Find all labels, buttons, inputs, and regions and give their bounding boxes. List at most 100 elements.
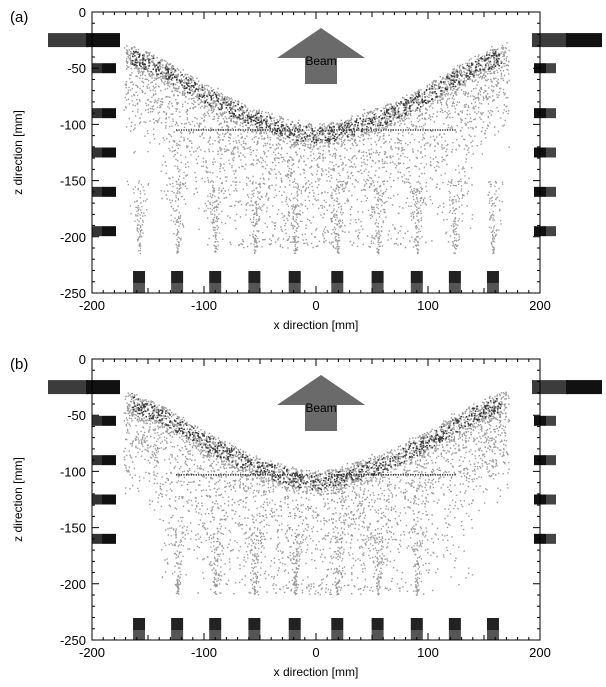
bottom-marker bbox=[448, 271, 461, 283]
bottom-marker bbox=[171, 618, 184, 630]
beam-label: Beam bbox=[305, 54, 336, 68]
right-marker bbox=[546, 147, 556, 158]
right-marker bbox=[546, 226, 556, 237]
scatter-cloud bbox=[123, 42, 510, 255]
bottom-marker bbox=[171, 283, 184, 293]
bottom-marker bbox=[209, 618, 222, 630]
scatter-cloud bbox=[123, 391, 510, 596]
top-left-bar bbox=[86, 33, 120, 48]
bottom-marker bbox=[209, 271, 222, 283]
left-marker bbox=[102, 455, 116, 466]
beam-arrow: Beam bbox=[277, 28, 365, 84]
y-tick-label: -150 bbox=[60, 174, 86, 189]
left-marker bbox=[102, 494, 116, 505]
bottom-marker bbox=[171, 271, 184, 283]
beam-arrow-icon bbox=[277, 375, 365, 431]
bottom-marker bbox=[371, 271, 384, 283]
x-axis-label: x direction [mm] bbox=[274, 665, 359, 679]
bottom-marker bbox=[133, 618, 146, 630]
y-tick-label: -200 bbox=[60, 230, 86, 245]
y-tick-label: -150 bbox=[60, 521, 86, 536]
beam-arrow-icon bbox=[277, 28, 365, 84]
x-tick-label: 0 bbox=[312, 298, 319, 313]
tick-marks bbox=[91, 11, 541, 294]
bottom-marker bbox=[486, 630, 499, 640]
right-marker bbox=[546, 186, 556, 197]
left-marker bbox=[102, 147, 116, 158]
bottom-marker bbox=[410, 630, 423, 640]
scatter-points-dense bbox=[131, 50, 503, 144]
right-marker bbox=[546, 494, 556, 505]
left-marker bbox=[102, 108, 116, 119]
right-marker bbox=[546, 533, 556, 544]
bottom-marker bbox=[209, 283, 222, 293]
bottom-marker bbox=[410, 618, 423, 630]
left-marker bbox=[92, 455, 102, 466]
x-tick-label: -200 bbox=[79, 645, 105, 660]
top-left-bar bbox=[48, 380, 88, 395]
x-tick-label: 100 bbox=[417, 298, 439, 313]
left-marker bbox=[92, 108, 102, 119]
left-marker bbox=[102, 186, 116, 197]
bottom-marker bbox=[248, 271, 261, 283]
left-marker bbox=[92, 415, 102, 426]
left-marker bbox=[92, 533, 102, 544]
bottom-marker bbox=[171, 630, 184, 640]
y-tick-label: -250 bbox=[60, 286, 86, 301]
bottom-marker bbox=[133, 271, 146, 283]
detector-markers bbox=[48, 380, 602, 640]
bottom-marker bbox=[448, 630, 461, 640]
y-tick-label: -50 bbox=[67, 61, 86, 76]
bottom-marker bbox=[248, 618, 261, 630]
bottom-marker bbox=[486, 618, 499, 630]
bottom-marker bbox=[133, 630, 146, 640]
right-marker bbox=[546, 455, 556, 466]
y-tick-label: -250 bbox=[60, 633, 86, 648]
tick-marks bbox=[91, 358, 541, 641]
y-tick-label: 0 bbox=[79, 5, 86, 20]
bottom-marker bbox=[371, 630, 384, 640]
left-marker bbox=[102, 226, 116, 237]
left-marker bbox=[102, 63, 116, 74]
left-marker bbox=[92, 494, 102, 505]
x-axis-label: x direction [mm] bbox=[274, 318, 359, 332]
panel-label: (b) bbox=[10, 356, 28, 373]
panel-a: (a) Beam -200 -100 0 100 200 0 -50 -100 -150 -200… bbox=[10, 5, 602, 332]
right-marker bbox=[546, 108, 556, 119]
top-right-bar bbox=[566, 380, 602, 395]
bottom-marker bbox=[248, 283, 261, 293]
bottom-marker bbox=[486, 271, 499, 283]
bottom-marker bbox=[448, 618, 461, 630]
top-right-bar bbox=[566, 33, 602, 48]
left-marker bbox=[102, 533, 116, 544]
y-tick-label: -100 bbox=[60, 464, 86, 479]
y-tick-label: -100 bbox=[60, 117, 86, 132]
bottom-marker bbox=[331, 630, 344, 640]
top-right-bar bbox=[532, 380, 568, 395]
x-tick-label: 100 bbox=[417, 645, 439, 660]
bottom-marker bbox=[331, 283, 344, 293]
right-marker bbox=[546, 63, 556, 74]
bottom-marker bbox=[248, 630, 261, 640]
left-marker bbox=[92, 226, 102, 237]
panel-label: (a) bbox=[10, 9, 28, 26]
bottom-marker bbox=[331, 271, 344, 283]
bottom-marker bbox=[331, 618, 344, 630]
left-marker bbox=[92, 186, 102, 197]
y-tick-label: -200 bbox=[60, 577, 86, 592]
left-marker bbox=[102, 415, 116, 426]
bottom-marker bbox=[288, 271, 301, 283]
bottom-marker bbox=[288, 283, 301, 293]
x-tick-label: -200 bbox=[79, 298, 105, 313]
bottom-marker bbox=[133, 283, 146, 293]
beam-arrow: Beam bbox=[277, 375, 365, 431]
scatter-points-dense bbox=[131, 396, 502, 491]
x-tick-label: 200 bbox=[529, 645, 551, 660]
bottom-marker bbox=[209, 630, 222, 640]
x-tick-label: 200 bbox=[529, 298, 551, 313]
panel-b: (b) Beam -200 -100 0 100 200 0 -50 -100 -150 -200… bbox=[10, 352, 602, 679]
bottom-marker bbox=[448, 283, 461, 293]
y-tick-label: -50 bbox=[67, 408, 86, 423]
bottom-marker bbox=[371, 618, 384, 630]
